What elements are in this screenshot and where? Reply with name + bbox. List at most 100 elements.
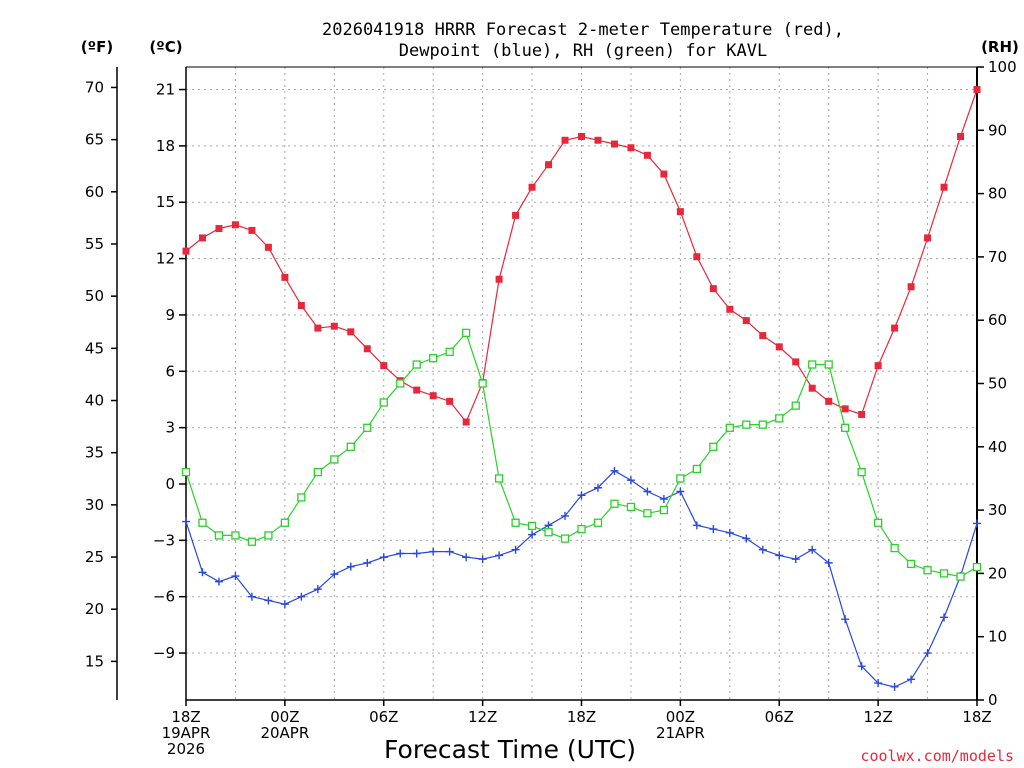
dewpoint-point [214, 577, 223, 586]
2-meter-temperature-point [792, 358, 800, 366]
rh-point [346, 442, 355, 451]
rh-point [198, 518, 207, 527]
dewpoint-point [462, 553, 471, 562]
dewpoint-point [808, 545, 817, 554]
rh-point [379, 398, 388, 407]
2-meter-temperature-point [858, 410, 866, 418]
rh-point [742, 420, 751, 429]
2-meter-temperature-point [561, 136, 569, 144]
time-tick-label: 12Z [863, 708, 892, 726]
rh-point [313, 467, 322, 477]
rh-point [396, 379, 405, 388]
rh-point [330, 455, 339, 464]
dewpoint-point [973, 519, 981, 528]
rh-point [445, 347, 454, 357]
celsius-tick-label: −3 [153, 531, 175, 549]
celsius-unit-label: (ºC) [149, 38, 182, 56]
rh-tick-label: 20 [988, 564, 1007, 582]
rh-point [494, 474, 504, 483]
dewpoint-point [544, 521, 553, 530]
2-meter-temperature-point [676, 208, 684, 216]
dewpoint-point [692, 521, 701, 530]
celsius-axis-ticks: 21 18 15 12 9 6 3 0 −3 −6 −9 [153, 81, 186, 662]
2-meter-temperature-point [413, 386, 421, 394]
2-meter-temperature-point [297, 302, 305, 310]
2-meter-temperature-point [924, 234, 932, 242]
time-tick-label: 00Z [270, 708, 299, 726]
celsius-tick-label: 9 [165, 306, 175, 324]
dewpoint-point [346, 562, 355, 571]
dewpoint-point [610, 466, 619, 475]
dewpoint-point [445, 547, 454, 556]
2-meter-temperature-point [610, 140, 618, 148]
rh-point [791, 401, 800, 410]
time-tick-label: 18Z [962, 708, 991, 726]
rh-point [643, 509, 652, 518]
2-meter-temperature-point [380, 362, 388, 370]
dewpoint-point [313, 585, 322, 594]
celsius-tick-label: −6 [153, 588, 175, 606]
grid-lines [186, 67, 977, 700]
2-meter-temperature-point [660, 170, 668, 178]
time-tick-label: 21APR [656, 724, 705, 742]
2-meter-temperature-point [545, 161, 553, 169]
celsius-tick-label: 12 [156, 250, 175, 268]
fahrenheit-tick-label: 20 [85, 600, 104, 618]
rh-point [873, 518, 883, 527]
2-meter-temperature-point [198, 234, 206, 242]
time-tick-label: 18Z [171, 708, 200, 726]
2-meter-temperature-point [825, 397, 833, 405]
dewpoint-point [791, 555, 800, 564]
dewpoint-point [429, 547, 438, 556]
dewpoint-point [247, 592, 256, 601]
fahrenheit-tick-label: 45 [85, 339, 104, 357]
fahrenheit-tick-label: 30 [85, 496, 104, 514]
2-meter-temperature-point [627, 144, 635, 152]
fahrenheit-tick-label: 35 [85, 444, 104, 462]
2-meter-temperature-point [462, 418, 470, 426]
fahrenheit-unit-label: (ºF) [81, 38, 113, 56]
fahrenheit-axis-ticks: 70 65 60 55 50 45 40 35 30 25 20 15 [85, 78, 117, 670]
rh-point [429, 354, 438, 363]
chart-subtitle: Dewpoint (blue), RH (green) for KAVL [399, 41, 767, 61]
2-meter-temperature-point [891, 324, 899, 332]
celsius-tick-label: 18 [156, 137, 175, 155]
rh-tick-label: 90 [988, 121, 1007, 139]
dewpoint-point [923, 649, 932, 658]
dewpoint-point [626, 476, 635, 485]
2-meter-temperature-point [330, 322, 338, 330]
rh-point [956, 572, 965, 581]
celsius-tick-label: 6 [165, 362, 175, 380]
dewpoint-point [528, 530, 537, 539]
2-meter-temperature-point [429, 392, 437, 400]
2-meter-temperature-point [347, 328, 355, 336]
dewpoint-point [264, 596, 273, 605]
2-meter-temperature-point [808, 384, 816, 392]
fahrenheit-tick-label: 25 [85, 548, 104, 566]
2-meter-temperature-point [742, 317, 750, 325]
rh-point [214, 531, 224, 540]
dewpoint-point [775, 551, 784, 560]
2-meter-temperature-point [578, 132, 585, 140]
dewpoint-point [874, 679, 883, 688]
rh-point [659, 505, 669, 515]
fahrenheit-tick-label: 15 [85, 652, 104, 670]
dewpoint-point [297, 592, 306, 601]
2-meter-temperature-point [643, 151, 651, 159]
rh-point [593, 518, 603, 527]
dewpoint-point [280, 600, 289, 609]
rh-tick-label: 100 [988, 58, 1017, 76]
rh-point [412, 360, 421, 369]
fahrenheit-tick-label: 50 [85, 287, 104, 305]
2-meter-temperature-point [314, 324, 322, 332]
plot-series [181, 86, 982, 691]
dewpoint-point [659, 495, 668, 504]
rh-point [264, 531, 273, 540]
2-meter-temperature-point [841, 405, 849, 413]
rh-tick-label: 60 [988, 311, 1007, 329]
2-meter-temperature-point [594, 136, 602, 144]
rh-tick-label: 30 [988, 501, 1007, 519]
2-meter-temperature-point [264, 243, 272, 251]
2-meter-temperature-point [874, 362, 882, 370]
